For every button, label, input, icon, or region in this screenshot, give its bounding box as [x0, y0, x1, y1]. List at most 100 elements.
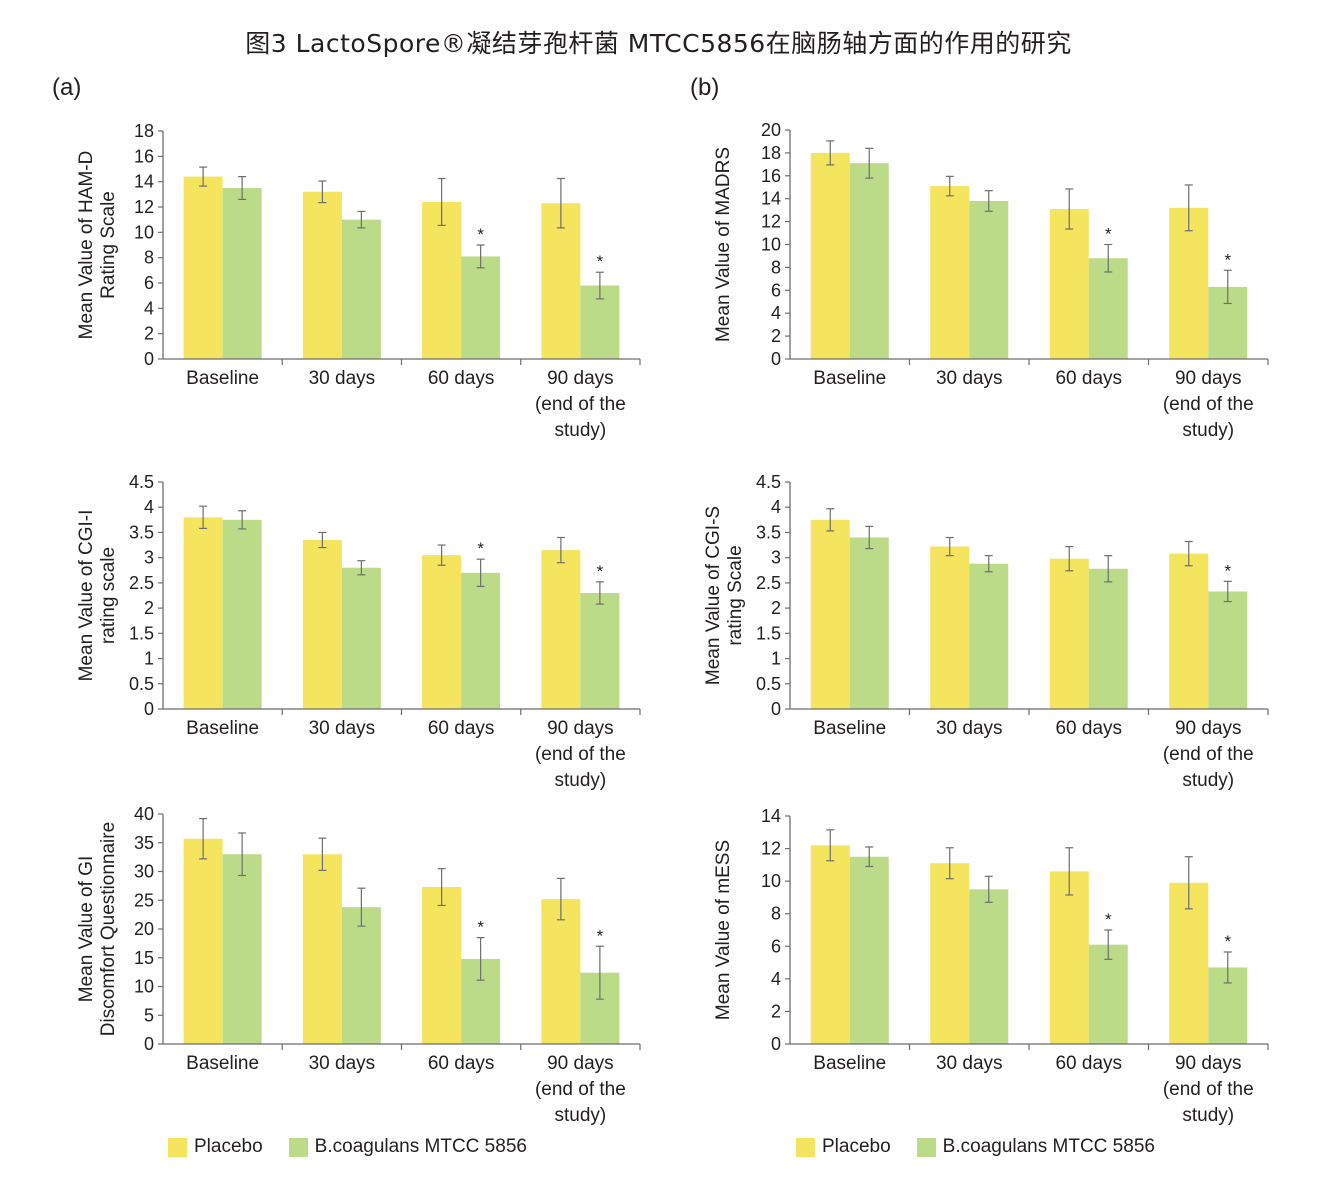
legend-a: Placebo B.coagulans MTCC 5856	[168, 1136, 553, 1158]
y-tick-label: 2	[771, 1001, 781, 1021]
bar-placebo	[302, 191, 342, 359]
bar-bcoagulans	[580, 592, 620, 709]
y-tick-label: 1.5	[129, 623, 154, 643]
y-tick-label: 25	[134, 890, 154, 910]
y-tick-label: 4.5	[129, 472, 154, 492]
bar-placebo	[183, 838, 223, 1044]
x-tick-label: 60 days	[1055, 368, 1122, 389]
x-tick-label: 30 days	[936, 1053, 1003, 1074]
bar-placebo	[541, 899, 581, 1044]
y-tick-label: 5	[144, 1005, 154, 1025]
bar-bcoagulans	[1208, 591, 1248, 709]
y-tick-label: 4	[771, 303, 781, 323]
y-tick-label: 4.5	[756, 472, 781, 492]
x-tick-label: 90 days (end of the study)	[535, 368, 626, 441]
bar-bcoagulans	[222, 188, 262, 359]
legend-item-placebo: Placebo	[168, 1136, 263, 1158]
y-tick-label: 4	[144, 497, 154, 517]
y-tick-label: 2	[144, 598, 154, 618]
bar-placebo	[1049, 558, 1089, 709]
panel-label-a: (a)	[52, 74, 82, 101]
significance-marker: *	[1224, 561, 1231, 580]
bar-bcoagulans	[222, 519, 262, 709]
legend-swatch-placebo	[168, 1137, 187, 1157]
legend-label-bcoagulans: B.coagulans MTCC 5856	[942, 1136, 1155, 1157]
y-tick-label: 14	[761, 806, 781, 826]
significance-marker: *	[1105, 910, 1112, 929]
y-tick-label: 2	[771, 598, 781, 618]
significance-marker: *	[477, 918, 484, 937]
y-tick-label: 10	[134, 977, 154, 997]
bar-placebo	[1169, 207, 1209, 359]
y-tick-label: 0	[144, 349, 154, 369]
bar-bcoagulans	[969, 889, 1009, 1044]
y-tick-label: 15	[134, 948, 154, 968]
bar-bcoagulans	[849, 163, 889, 359]
y-tick-label: 2.5	[756, 573, 781, 593]
x-tick-label: Baseline	[813, 718, 886, 739]
x-tick-label: 60 days	[1055, 1053, 1122, 1074]
x-tick-label: Baseline	[813, 368, 886, 389]
bar-placebo	[1169, 553, 1209, 709]
legend-item-bcoagulans: B.coagulans MTCC 5856	[916, 1136, 1155, 1158]
x-tick-label: 90 days (end of the study)	[535, 1053, 626, 1126]
y-tick-label: 12	[761, 839, 781, 859]
y-tick-label: 0.5	[129, 674, 154, 694]
y-tick-label: 14	[761, 189, 781, 209]
y-tick-label: 18	[761, 143, 781, 163]
y-tick-label: 14	[134, 172, 154, 192]
x-tick-label: 90 days (end of the study)	[535, 718, 626, 791]
x-tick-label: 30 days	[936, 718, 1003, 739]
y-axis-label: Mean Value of CGI-Srating Scale	[703, 506, 746, 685]
bar-placebo	[422, 555, 462, 709]
y-tick-label: 16	[761, 166, 781, 186]
y-tick-label: 10	[761, 871, 781, 891]
bar-placebo	[1049, 209, 1089, 359]
bar-placebo	[183, 176, 223, 359]
bar-bcoagulans	[222, 854, 262, 1044]
figure-title: 图3 LactoSpore®凝结芽孢杆菌 MTCC5856在脑肠轴方面的作用的研…	[245, 29, 1072, 58]
y-tick-label: 16	[134, 146, 154, 166]
bar-placebo	[810, 519, 850, 709]
bar-placebo	[422, 887, 462, 1044]
y-tick-label: 12	[134, 197, 154, 217]
y-axis-label: Mean Value of GIDiscomfort Questionnaire	[76, 822, 119, 1036]
y-tick-label: 2.5	[129, 573, 154, 593]
y-axis-label: Mean Value of HAM-DRating Scale	[76, 151, 119, 340]
legend-label-placebo: Placebo	[822, 1136, 891, 1157]
y-tick-label: 6	[771, 280, 781, 300]
bar-placebo	[810, 845, 850, 1044]
panel-label-b: (b)	[690, 74, 720, 101]
bar-bcoagulans	[341, 219, 381, 359]
significance-marker: *	[597, 926, 604, 945]
bar-placebo	[810, 152, 850, 359]
x-tick-label: 90 days (end of the study)	[1163, 368, 1254, 441]
x-tick-label: 60 days	[428, 368, 495, 389]
bar-bcoagulans	[461, 256, 501, 359]
bar-bcoagulans	[461, 572, 501, 709]
y-tick-label: 30	[134, 862, 154, 882]
bar-bcoagulans	[341, 567, 381, 709]
bar-placebo	[930, 546, 970, 709]
bar-placebo	[302, 854, 342, 1044]
y-tick-label: 1.5	[756, 623, 781, 643]
y-tick-label: 3.5	[129, 522, 154, 542]
bar-bcoagulans	[1088, 568, 1128, 709]
y-axis-label: Mean Value of MADRS	[713, 147, 734, 342]
legend-swatch-bcoagulans	[288, 1137, 308, 1157]
y-tick-label: 18	[134, 121, 154, 141]
y-tick-label: 10	[134, 222, 154, 242]
bar-bcoagulans	[1088, 944, 1128, 1044]
y-axis-label: Mean Value of mESS	[713, 840, 734, 1020]
y-tick-label: 8	[771, 257, 781, 277]
bar-bcoagulans	[341, 907, 381, 1044]
significance-marker: *	[597, 252, 604, 271]
y-tick-label: 4	[144, 298, 154, 318]
x-tick-label: 30 days	[309, 368, 376, 389]
x-tick-label: Baseline	[186, 718, 259, 739]
y-tick-label: 6	[144, 273, 154, 293]
bar-bcoagulans	[1088, 258, 1128, 359]
significance-marker: *	[1105, 225, 1112, 244]
